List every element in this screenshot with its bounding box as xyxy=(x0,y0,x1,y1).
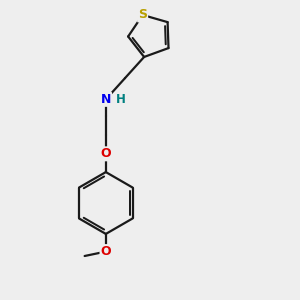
Text: H: H xyxy=(116,93,126,106)
Text: O: O xyxy=(100,245,111,258)
Text: S: S xyxy=(138,8,147,22)
Text: N: N xyxy=(100,93,111,106)
Text: O: O xyxy=(100,147,111,160)
